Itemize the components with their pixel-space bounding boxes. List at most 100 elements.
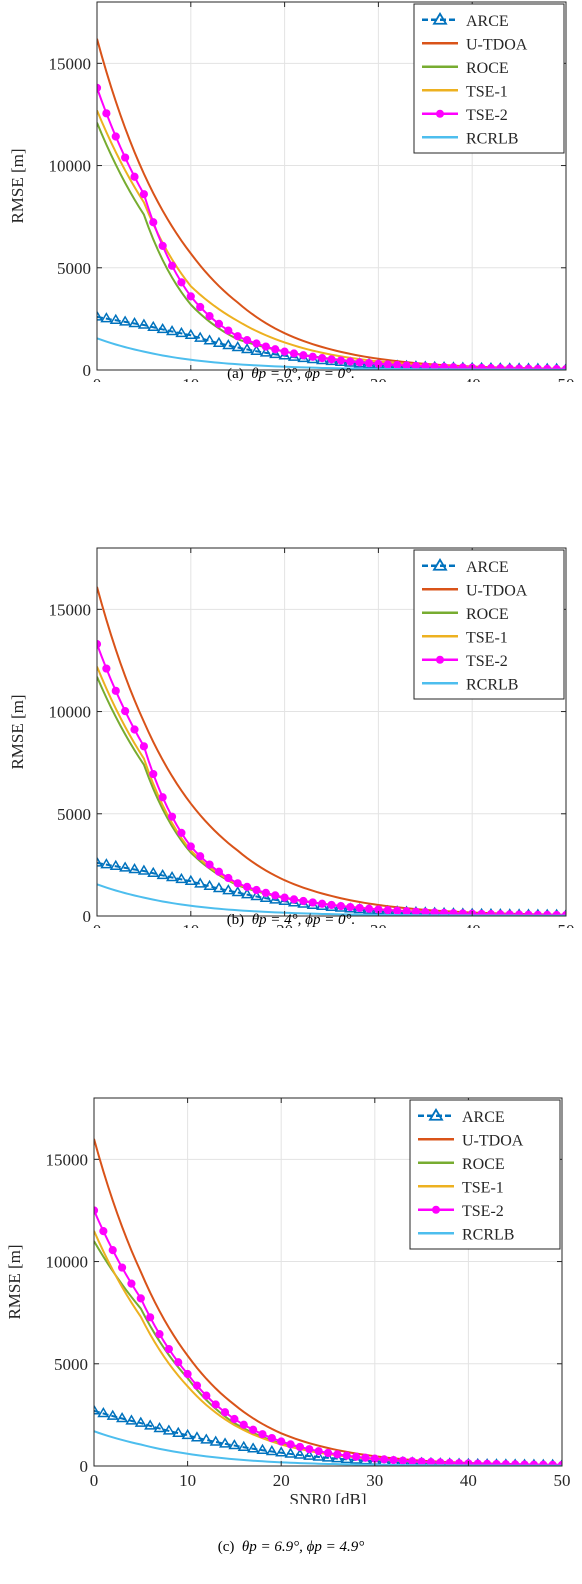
legend-label: TSE-2 (466, 107, 508, 124)
data-point-ARCE (94, 1404, 101, 1415)
data-point-TSE-2 (220, 1408, 230, 1417)
data-point-ARCE (259, 346, 272, 357)
data-point-TSE-2 (511, 1460, 520, 1466)
data-point-TSE-2 (205, 312, 214, 321)
data-point-ARCE (109, 859, 122, 871)
data-point-TSE-2 (242, 882, 252, 891)
data-point-TSE-2 (130, 172, 139, 181)
data-point-TSE-2 (192, 1381, 202, 1390)
data-point-TSE-2 (239, 1420, 248, 1429)
data-point-ARCE (100, 858, 113, 869)
data-point-TSE-2 (242, 336, 252, 345)
data-point-TSE-2 (346, 902, 355, 912)
data-point-TSE-2 (117, 1263, 127, 1272)
legend-marker (436, 109, 444, 118)
legend-box (413, 549, 565, 700)
legend-label: ROCE (462, 1156, 505, 1173)
data-point-ARCE (222, 338, 235, 350)
data-point-TSE-2 (327, 355, 336, 364)
data-point-TSE-2 (183, 1369, 192, 1379)
y-tick-label: 0 (83, 361, 92, 380)
x-tick-label: 20 (273, 1471, 290, 1490)
data-point-TSE-2 (271, 891, 280, 900)
data-point-ARCE (303, 1449, 316, 1460)
axes-frame (96, 1, 567, 371)
x-tick-label: 0 (90, 1471, 99, 1490)
caption-c: (c) θp = 6.9°, ϕp = 4.9° (0, 1539, 582, 1556)
data-point-TSE-2 (430, 908, 439, 916)
data-point-TSE-2 (233, 332, 242, 341)
data-point-TSE-2 (155, 1330, 164, 1339)
data-point-ARCE (265, 1445, 278, 1456)
data-point-TSE-2 (318, 899, 327, 908)
legend-label: TSE-1 (462, 1179, 504, 1196)
data-point-TSE-2 (318, 354, 327, 363)
data-point-TSE-2 (211, 1400, 220, 1409)
data-point-TSE-2 (314, 1447, 323, 1456)
x-tick-label: 40 (464, 921, 481, 928)
legend-label: TSE-2 (462, 1203, 504, 1220)
data-point-ARCE (293, 1448, 306, 1459)
data-point-TSE-2 (158, 793, 167, 802)
data-point-ARCE (165, 324, 179, 336)
data-point-TSE-2 (111, 132, 120, 141)
y-tick-label: 15000 (46, 1150, 89, 1169)
x-tick-label: 40 (464, 375, 481, 382)
data-point-TSE-2 (364, 904, 374, 913)
x-tick-label: 50 (558, 921, 575, 928)
data-point-ARCE (321, 1451, 335, 1462)
data-point-ARCE (250, 344, 263, 355)
data-point-ARCE (241, 888, 254, 899)
legend-label: U-TDOA (466, 582, 528, 599)
data-point-TSE-2 (108, 1246, 117, 1255)
data-point-TSE-2 (492, 1459, 501, 1466)
data-point-TSE-2 (99, 1227, 108, 1236)
caption-label: (b) (226, 912, 245, 928)
data-point-TSE-2 (305, 1445, 314, 1454)
data-point-ARCE (312, 1450, 325, 1461)
caption-label: (c) (217, 1539, 235, 1555)
y-tick-label: 15000 (49, 54, 92, 73)
caption-math: θp = 4°, ϕp = 0°. (251, 912, 356, 928)
legend-label: RCRLB (466, 130, 518, 147)
data-point-ARCE (97, 310, 104, 321)
data-point-ARCE (116, 1412, 129, 1423)
y-axis-label: RMSE [m] (8, 694, 27, 769)
data-point-ARCE (147, 320, 160, 332)
data-point-TSE-2 (299, 351, 308, 360)
data-point-TSE-2 (186, 292, 195, 301)
data-point-TSE-2 (308, 898, 317, 907)
data-point-TSE-2 (529, 1460, 539, 1466)
x-tick-label: 10 (182, 375, 199, 382)
data-point-TSE-2 (167, 261, 177, 270)
data-point-ARCE (109, 313, 122, 325)
data-point-TSE-2 (473, 1459, 482, 1466)
data-point-TSE-2 (398, 1456, 407, 1465)
legend-label: RCRLB (466, 676, 518, 693)
data-point-ARCE (269, 893, 282, 904)
data-point-TSE-2 (174, 1358, 183, 1367)
data-point-TSE-2 (430, 362, 439, 370)
data-point-ARCE (259, 891, 272, 902)
x-tick-label: 30 (370, 375, 387, 382)
data-point-ARCE (284, 1447, 297, 1458)
data-point-TSE-2 (361, 1453, 370, 1462)
data-point-TSE-2 (342, 1451, 351, 1460)
legend: ARCE U-TDOA ROCE TSE-1 TSE-2 RCRLB (413, 3, 565, 154)
data-point-TSE-2 (139, 190, 148, 199)
legend-marker (432, 558, 448, 571)
caption-b: (b) θp = 4°, ϕp = 0°. (0, 912, 582, 929)
data-point-TSE-2 (445, 1458, 454, 1466)
x-tick-label: 10 (182, 921, 199, 928)
legend: ARCE U-TDOA ROCE TSE-1 TSE-2 RCRLB (409, 1099, 561, 1250)
data-point-ARCE (237, 1440, 250, 1451)
data-point-ARCE (137, 318, 150, 329)
data-point-TSE-2 (439, 362, 449, 370)
data-point-TSE-2 (408, 1457, 417, 1466)
data-point-TSE-2 (323, 1448, 333, 1458)
data-point-ARCE (156, 322, 169, 334)
y-tick-label: 5000 (54, 1355, 88, 1374)
data-point-ARCE (147, 866, 160, 878)
data-point-ARCE (256, 1443, 269, 1454)
axes-frame (96, 547, 567, 917)
